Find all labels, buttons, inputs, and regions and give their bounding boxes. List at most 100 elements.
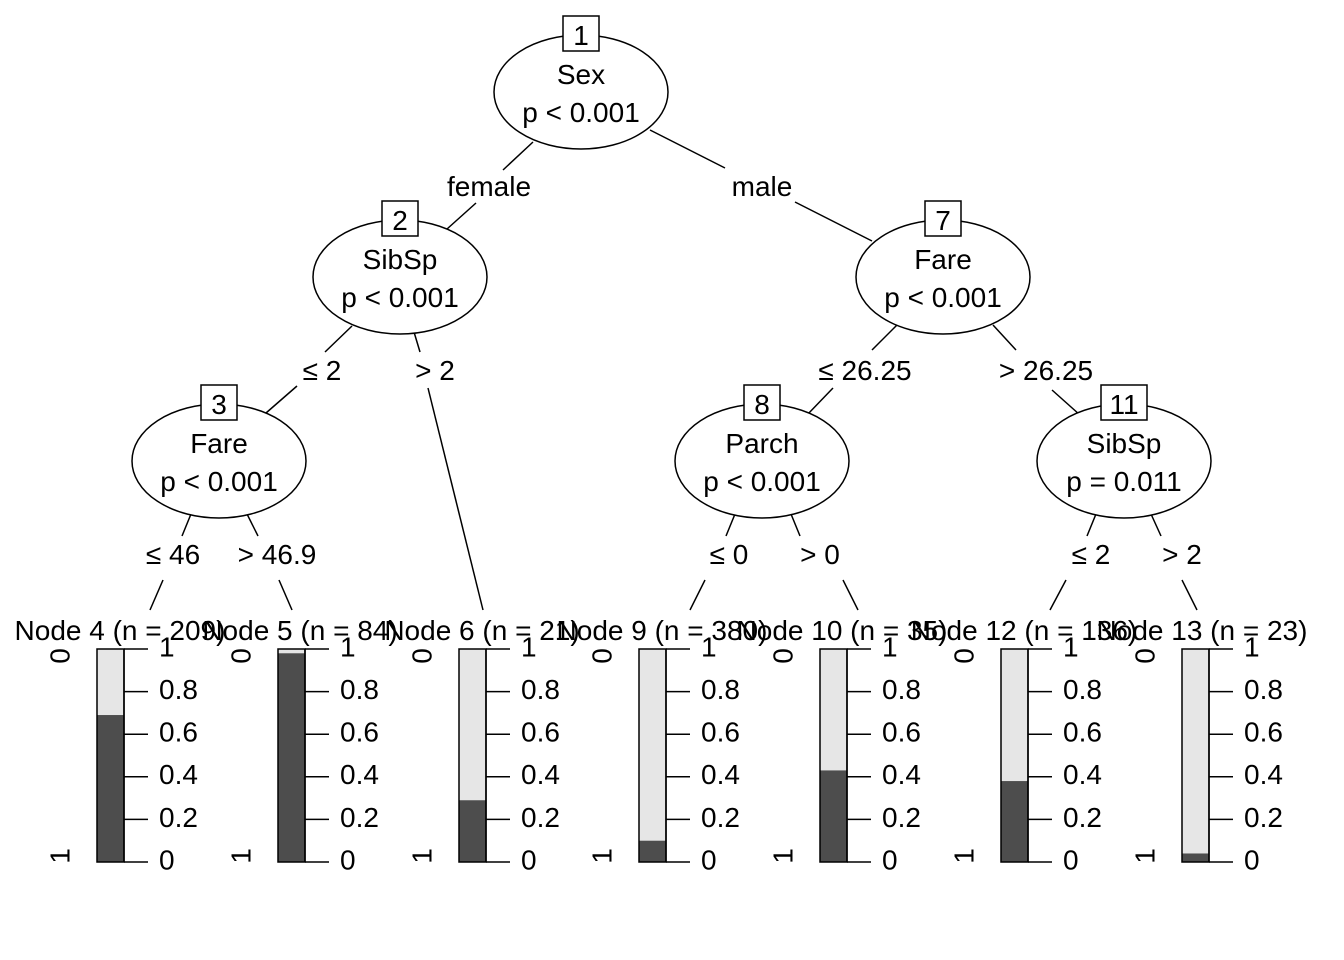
terminal-node-5: Node 5 (n = 84) 0 1 1 0.8 0.6 0.4 0.2 0 bbox=[202, 615, 397, 875]
terminal-title: Node 5 (n = 84) bbox=[202, 615, 397, 646]
edge-3-4-upper bbox=[181, 513, 192, 537]
inner-node-1: 1 Sex p < 0.001 bbox=[493, 15, 669, 150]
node-variable: Fare bbox=[190, 428, 248, 459]
bar-segment-class-1 bbox=[639, 840, 666, 862]
axis-tick-label: 0.4 bbox=[701, 759, 740, 790]
edge-8-9-lower bbox=[689, 579, 706, 611]
edge-label-male: male bbox=[732, 171, 793, 202]
axis-tick-label: 1 bbox=[882, 631, 898, 662]
axis-tick-label: 0.8 bbox=[340, 674, 379, 705]
node-variable: Fare bbox=[914, 244, 972, 275]
edge-11-13-upper bbox=[1150, 513, 1162, 537]
axis-tick-label: 0.8 bbox=[1244, 674, 1283, 705]
class-label-bottom: 1 bbox=[406, 848, 437, 864]
terminal-title: Node 9 (n = 380) bbox=[557, 615, 768, 646]
bar-segment-class-1 bbox=[97, 715, 124, 862]
node-id-box bbox=[924, 200, 962, 237]
edge-7-8-lower bbox=[806, 387, 834, 416]
axis-tick-label: 0.8 bbox=[521, 674, 560, 705]
axis-tick-label: 0.4 bbox=[882, 759, 921, 790]
tree-edges bbox=[149, 129, 1198, 611]
terminal-node-9: Node 9 (n = 380) 0 1 1 0.8 0.6 0.4 0.2 0 bbox=[557, 615, 768, 875]
axis-tick-label: 0.2 bbox=[159, 802, 198, 833]
edge-label-sibsp-le-2: ≤ 2 bbox=[303, 355, 342, 386]
edge-label-fare-le-26-25: ≤ 26.25 bbox=[818, 355, 911, 386]
node-p-value: p < 0.001 bbox=[884, 282, 1002, 313]
axis-tick-label: 0.2 bbox=[521, 802, 560, 833]
terminal-title: Node 12 (n = 136) bbox=[911, 615, 1138, 646]
terminal-title: Node 4 (n = 209) bbox=[15, 615, 226, 646]
edge-11-12-lower bbox=[1049, 579, 1067, 611]
class-label-top: 0 bbox=[406, 648, 437, 664]
edge-label-sibsp11-gt-2: > 2 bbox=[1162, 539, 1202, 570]
class-label-bottom: 1 bbox=[225, 848, 256, 864]
edge-label-fare-gt-46-9: > 46.9 bbox=[238, 539, 317, 570]
edge-2-3-upper bbox=[324, 325, 353, 353]
axis-tick-label: 0 bbox=[1244, 844, 1260, 875]
axis-tick-label: 0.6 bbox=[159, 717, 198, 748]
axis-tick-label: 0.4 bbox=[340, 759, 379, 790]
class-label-top: 0 bbox=[948, 648, 979, 664]
inner-node-3: 3 Fare p < 0.001 bbox=[131, 384, 307, 519]
node-variable: SibSp bbox=[363, 244, 438, 275]
class-label-top: 0 bbox=[44, 648, 75, 664]
edge-8-10-upper bbox=[790, 513, 801, 537]
class-label-bottom: 1 bbox=[948, 848, 979, 864]
node-id-box bbox=[200, 384, 238, 421]
axis-tick-label: 0.4 bbox=[521, 759, 560, 790]
edge-11-12-upper bbox=[1086, 513, 1097, 537]
edge-label-parch-gt-0: > 0 bbox=[800, 539, 840, 570]
terminal-node-10: Node 10 (n = 35) 0 1 1 0.8 0.6 0.4 0.2 0 bbox=[737, 615, 948, 875]
node-id: 2 bbox=[392, 205, 408, 236]
node-p-value: p < 0.001 bbox=[160, 466, 278, 497]
axis-tick-label: 0.6 bbox=[340, 717, 379, 748]
axis-tick-label: 1 bbox=[701, 631, 717, 662]
axis-tick-label: 0.2 bbox=[1063, 802, 1102, 833]
edge-1-2-lower bbox=[446, 202, 477, 230]
bar-segment-class-0 bbox=[278, 649, 305, 654]
node-ellipse bbox=[312, 219, 488, 335]
edge-1-2-upper bbox=[502, 141, 534, 171]
axis-tick-label: 0.6 bbox=[701, 717, 740, 748]
axis-tick-label: 0.8 bbox=[159, 674, 198, 705]
inner-node-11: 11 SibSp p = 0.011 bbox=[1036, 384, 1212, 519]
node-id-box bbox=[381, 200, 419, 237]
axis-tick-label: 0.8 bbox=[1063, 674, 1102, 705]
edge-11-13-lower bbox=[1181, 579, 1198, 611]
terminal-title: Node 10 (n = 35) bbox=[737, 615, 948, 646]
edge-3-4-lower bbox=[149, 579, 164, 611]
axis-tick-label: 0.2 bbox=[882, 802, 921, 833]
class-label-top: 0 bbox=[1129, 648, 1160, 664]
node-id: 3 bbox=[211, 389, 227, 420]
class-label-top: 0 bbox=[225, 648, 256, 664]
axis-tick-label: 0.8 bbox=[701, 674, 740, 705]
class-label-top: 0 bbox=[767, 648, 798, 664]
edge-7-8-upper bbox=[871, 324, 898, 351]
node-variable: Sex bbox=[557, 59, 605, 90]
node-p-value: p < 0.001 bbox=[341, 282, 459, 313]
axis-tick-label: 0 bbox=[882, 844, 898, 875]
bar-segment-class-1 bbox=[1182, 853, 1209, 862]
node-ellipse bbox=[674, 403, 850, 519]
node-ellipse bbox=[855, 219, 1031, 335]
axis-tick-label: 0.6 bbox=[521, 717, 560, 748]
node-variable: SibSp bbox=[1087, 428, 1162, 459]
node-id: 7 bbox=[935, 205, 951, 236]
bar-segment-class-1 bbox=[278, 653, 305, 862]
axis-tick-label: 1 bbox=[1063, 631, 1079, 662]
bar-segment-class-0 bbox=[639, 649, 666, 841]
node-ellipse bbox=[1036, 403, 1212, 519]
axis-tick-label: 0.8 bbox=[882, 674, 921, 705]
bar-segment-class-1 bbox=[820, 770, 847, 862]
edge-3-5-lower bbox=[278, 579, 293, 611]
axis-tick-label: 0.4 bbox=[1244, 759, 1283, 790]
terminal-node-4: Node 4 (n = 209) 0 1 1 0.8 0.6 0.4 0.2 0 bbox=[15, 615, 226, 875]
bar-segment-class-0 bbox=[820, 649, 847, 771]
edge-label-female: female bbox=[447, 171, 531, 202]
bar-segment-class-0 bbox=[97, 649, 124, 716]
axis-tick-label: 1 bbox=[159, 631, 175, 662]
edge-2-6-upper bbox=[413, 331, 421, 353]
terminal-title: Node 6 (n = 21) bbox=[384, 615, 579, 646]
edge-label-fare-le-46: ≤ 46 bbox=[146, 539, 200, 570]
